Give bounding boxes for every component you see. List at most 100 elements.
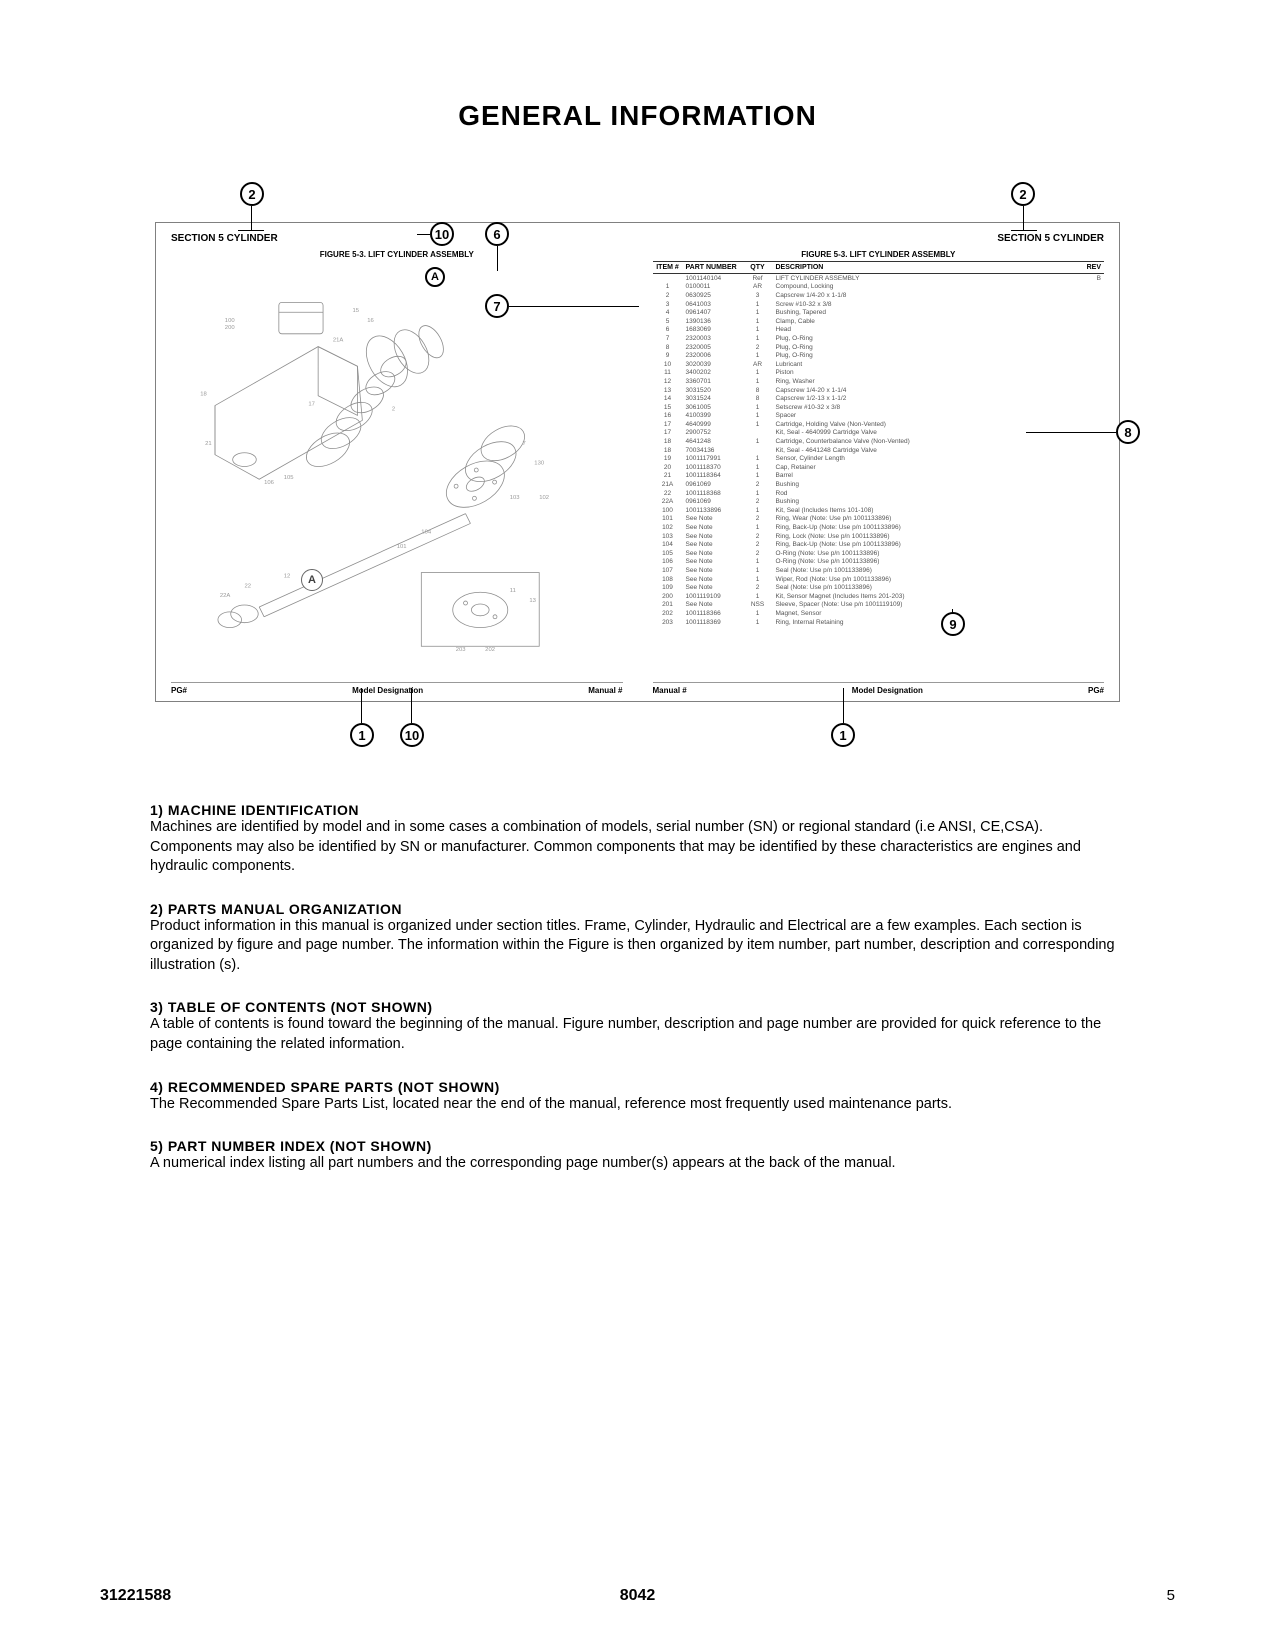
svg-text:16: 16 <box>367 318 374 324</box>
table-header-row: ITEM # PART NUMBER QTY DESCRIPTION REV <box>653 262 1105 274</box>
table-row: 2010011183701Cap, Retainer <box>653 463 1105 472</box>
svg-text:13: 13 <box>529 598 536 604</box>
table-row: 106See Note1O-Ring (Note: Use p/n 100113… <box>653 558 1105 567</box>
section-text: The Recommended Spare Parts List, locate… <box>150 1095 1125 1115</box>
svg-text:130: 130 <box>534 461 545 467</box>
svg-text:105: 105 <box>284 475 295 481</box>
diagram-frame: SECTION 5 CYLINDER FIGURE 5-3. LIFT CYLI… <box>155 222 1120 702</box>
table-row: 1001140104RefLIFT CYLINDER ASSEMBLYB <box>653 274 1105 283</box>
svg-text:102: 102 <box>539 495 549 501</box>
panel-left-footer: PG# Model Designation Manual # <box>171 682 623 695</box>
svg-text:103: 103 <box>510 495 521 501</box>
panel-right-header: SECTION 5 CYLINDER <box>653 233 1105 244</box>
svg-text:203: 203 <box>456 647 467 653</box>
section-text: Machines are identified by model and in … <box>150 818 1125 877</box>
table-row: 101See Note2Ring, Wear (Note: Use p/n 10… <box>653 515 1105 524</box>
callout-A-inset: A <box>301 569 323 591</box>
table-row: 1846412481Cartridge, Counterbalance Valv… <box>653 437 1105 446</box>
table-row: 823200052Plug, O-Ring <box>653 343 1105 352</box>
svg-text:104: 104 <box>421 529 432 535</box>
footer-pg: PG# <box>1088 686 1104 695</box>
table-row: 1530610051Setscrew #10-32 x 3/8 <box>653 403 1105 412</box>
table-row: 1746409991Cartridge, Holding Valve (Non-… <box>653 420 1105 429</box>
section-block: 5) PART NUMBER INDEX (NOT SHOWN)A numeri… <box>150 1138 1125 1174</box>
callout-A-top: A <box>425 267 445 287</box>
section-text: A numerical index listing all part numbe… <box>150 1154 1125 1174</box>
table-row: 109See Note2Seal (Note: Use p/n 10011338… <box>653 583 1105 592</box>
svg-text:21: 21 <box>205 441 212 447</box>
callout-10-bottom: 10 <box>400 723 424 747</box>
panel-right-footer: Manual # Model Designation PG# <box>653 682 1105 695</box>
th-desc: DESCRIPTION <box>773 262 1080 274</box>
panel-right: SECTION 5 CYLINDER FIGURE 5-3. LIFT CYLI… <box>638 223 1120 701</box>
section-block: 4) RECOMMENDED SPARE PARTS (NOT SHOWN)Th… <box>150 1079 1125 1115</box>
callout-10-top: 10 <box>430 222 454 246</box>
table-row: 105See Note2O-Ring (Note: Use p/n 100113… <box>653 549 1105 558</box>
section-block: 1) MACHINE IDENTIFICATIONMachines are id… <box>150 802 1125 877</box>
table-row: 108See Note1Wiper, Rod (Note: Use p/n 10… <box>653 575 1105 584</box>
svg-text:11: 11 <box>510 588 516 594</box>
table-row: 102See Note1Ring, Back-Up (Note: Use p/n… <box>653 523 1105 532</box>
footer-left-number: 31221588 <box>100 1587 171 1605</box>
exploded-diagram: 100200 1516 1821 21A 17 2 105106 7130 10… <box>176 268 618 661</box>
section-heading: 5) PART NUMBER INDEX (NOT SHOWN) <box>150 1138 1125 1154</box>
text-sections: 1) MACHINE IDENTIFICATIONMachines are id… <box>150 802 1125 1174</box>
table-row: 20210011183661Magnet, Sensor <box>653 609 1105 618</box>
page-footer: 31221588 8042 5 <box>100 1587 1175 1605</box>
callout-6: 6 <box>485 222 509 246</box>
footer-model: Model Designation <box>352 686 423 695</box>
table-row: 22A09610692Bushing <box>653 497 1105 506</box>
table-row: 1330315208Capscrew 1/4-20 x 1-1/4 <box>653 386 1105 395</box>
callout-7: 7 <box>485 294 509 318</box>
section-text: Product information in this manual is or… <box>150 917 1125 976</box>
table-row: 513901361Clamp, Cable <box>653 317 1105 326</box>
svg-text:202: 202 <box>485 647 495 653</box>
table-row: 1870034136Kit, Seal - 4641248 Cartridge … <box>653 446 1105 455</box>
table-row: 616830691Head <box>653 326 1105 335</box>
footer-model: Model Designation <box>852 686 923 695</box>
table-row: 21A09610692Bushing <box>653 480 1105 489</box>
table-row: 1233607011Ring, Washer <box>653 377 1105 386</box>
table-row: 107See Note1Seal (Note: Use p/n 10011338… <box>653 566 1105 575</box>
footer-center-number: 8042 <box>620 1587 656 1605</box>
svg-text:12: 12 <box>284 573 291 579</box>
svg-text:7: 7 <box>523 441 526 447</box>
section-heading: 1) MACHINE IDENTIFICATION <box>150 802 1125 818</box>
table-row: 1134002021Piston <box>653 369 1105 378</box>
footer-page-number: 5 <box>1167 1587 1175 1604</box>
th-rev: REV <box>1079 262 1104 274</box>
callout-2-right: 2 <box>1011 182 1035 206</box>
section-heading: 4) RECOMMENDED SPARE PARTS (NOT SHOWN) <box>150 1079 1125 1095</box>
svg-text:18: 18 <box>200 392 207 398</box>
table-row: 923200061Plug, O-Ring <box>653 351 1105 360</box>
footer-pg: PG# <box>171 686 187 695</box>
svg-text:2: 2 <box>392 406 395 412</box>
section-heading: 3) TABLE OF CONTENTS (NOT SHOWN) <box>150 999 1125 1015</box>
table-row: 723200031Plug, O-Ring <box>653 334 1105 343</box>
table-row: 10010011338961Kit, Seal (Includes Items … <box>653 506 1105 515</box>
section-block: 2) PARTS MANUAL ORGANIZATIONProduct info… <box>150 901 1125 976</box>
table-row: 409614071Bushing, Tapered <box>653 308 1105 317</box>
table-row: 1641003991Spacer <box>653 412 1105 421</box>
page-title: GENERAL INFORMATION <box>150 100 1125 132</box>
th-qty: QTY <box>743 262 773 274</box>
table-row: 1430315248Capscrew 1/2-13 x 1-1/2 <box>653 394 1105 403</box>
svg-text:22A: 22A <box>220 593 231 599</box>
panel-left-header: SECTION 5 CYLINDER <box>171 233 623 244</box>
figure-title-left: FIGURE 5-3. LIFT CYLINDER ASSEMBLY <box>171 250 623 259</box>
table-row: 103See Note2Ring, Lock (Note: Use p/n 10… <box>653 532 1105 541</box>
svg-text:21A: 21A <box>333 338 344 344</box>
callout-1-left: 1 <box>350 723 374 747</box>
svg-text:101: 101 <box>397 544 407 550</box>
svg-text:22: 22 <box>244 583 251 589</box>
table-row: 306410031Screw #10-32 x 3/8 <box>653 300 1105 309</box>
callout-1-right: 1 <box>831 723 855 747</box>
section-text: A table of contents is found toward the … <box>150 1015 1125 1054</box>
th-item: ITEM # <box>653 262 683 274</box>
svg-text:17: 17 <box>308 402 315 408</box>
parts-table: ITEM # PART NUMBER QTY DESCRIPTION REV 1… <box>653 261 1105 666</box>
footer-manual: Manual # <box>588 686 622 695</box>
table-row: 103020039ARLubricant <box>653 360 1105 369</box>
section-block: 3) TABLE OF CONTENTS (NOT SHOWN)A table … <box>150 999 1125 1054</box>
svg-text:106: 106 <box>264 480 275 486</box>
